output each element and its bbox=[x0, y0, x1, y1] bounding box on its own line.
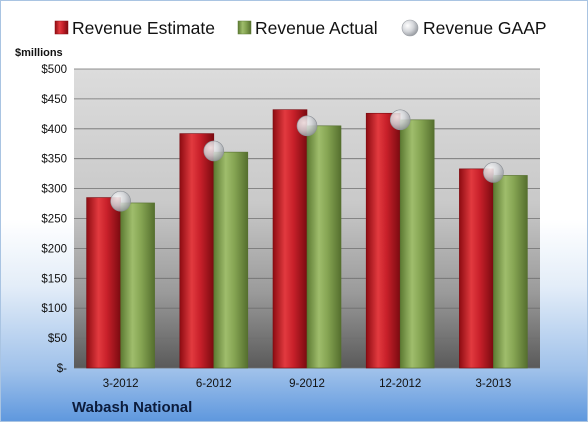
y-tick-label: $200 bbox=[41, 243, 67, 255]
legend-item-gaap: Revenue GAAP bbox=[401, 18, 547, 38]
legend-label-gaap: Revenue GAAP bbox=[423, 18, 547, 38]
y-axis-labels: $- $50 $100 $150 $200 $250 $300 $350 $400 $450 $50… bbox=[41, 64, 67, 375]
y-axis-unit: $millions bbox=[15, 47, 63, 59]
bar-revenue-actual bbox=[120, 202, 155, 369]
legend-bubble-gaap bbox=[401, 19, 419, 37]
x-tick-label: 6-2012 bbox=[196, 378, 232, 390]
y-tick-label: $400 bbox=[41, 124, 67, 136]
y-tick-label: $250 bbox=[41, 214, 67, 226]
x-tick-label: 9-2012 bbox=[289, 378, 325, 390]
y-tick-label: $50 bbox=[48, 333, 67, 345]
x-tick-label: 3-2013 bbox=[475, 378, 511, 390]
bar-revenue-estimate bbox=[365, 112, 401, 369]
gaap-bubbles bbox=[110, 109, 504, 212]
bubble-revenue-gaap bbox=[110, 190, 131, 212]
legend-item-actual: Revenue Actual bbox=[237, 18, 378, 38]
chart-legend: Revenue Estimate Revenue Actual Revenue … bbox=[54, 18, 547, 38]
bar-revenue-actual bbox=[493, 175, 528, 369]
y-tick-label: $300 bbox=[41, 184, 67, 196]
y-tick-label: $- bbox=[57, 363, 67, 375]
x-axis-labels: 3-2012 6-2012 9-2012 12-2012 3-2013 bbox=[103, 378, 512, 390]
bubble-revenue-gaap bbox=[203, 140, 225, 162]
y-tick-label: $100 bbox=[41, 303, 67, 315]
y-tick-label: $500 bbox=[41, 64, 67, 76]
bar-revenue-actual bbox=[399, 119, 435, 369]
bar-revenue-estimate bbox=[86, 197, 121, 369]
x-tick-label: 12-2012 bbox=[379, 378, 421, 390]
bar-revenue-actual bbox=[213, 151, 249, 369]
bar-revenue-estimate bbox=[459, 168, 494, 369]
legend-swatch-actual bbox=[237, 20, 252, 35]
bar-revenue-estimate bbox=[179, 133, 215, 369]
y-tick-label: $350 bbox=[41, 154, 67, 166]
legend-swatch-estimate bbox=[54, 20, 69, 35]
bubble-revenue-gaap bbox=[389, 109, 411, 131]
bars bbox=[86, 109, 528, 369]
bubble-revenue-gaap bbox=[483, 162, 504, 183]
y-tick-label: $150 bbox=[41, 273, 67, 285]
company-name: Wabash National bbox=[72, 399, 192, 416]
legend-label-estimate: Revenue Estimate bbox=[72, 18, 215, 38]
bar-revenue-estimate bbox=[272, 109, 308, 369]
bubble-revenue-gaap bbox=[296, 115, 318, 137]
bar-revenue-actual bbox=[306, 125, 342, 369]
legend-label-actual: Revenue Actual bbox=[255, 18, 378, 38]
x-tick-label: 3-2012 bbox=[103, 378, 139, 390]
y-tick-label: $450 bbox=[41, 94, 67, 106]
legend-item-estimate: Revenue Estimate bbox=[54, 18, 215, 38]
